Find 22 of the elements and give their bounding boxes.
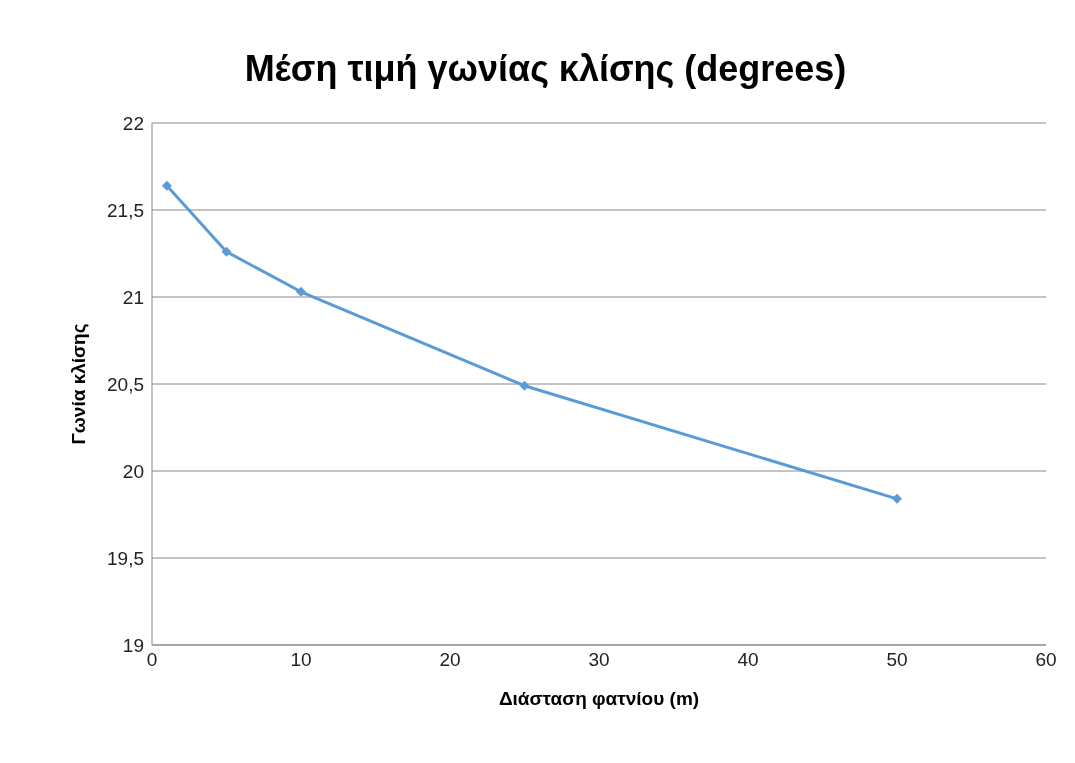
y-tick-label: 20,5 xyxy=(107,373,144,395)
x-tick-label: 60 xyxy=(1035,649,1057,671)
x-tick-label: 50 xyxy=(886,649,908,671)
y-tick-label: 22 xyxy=(122,112,144,134)
chart-title: Μέση τιμή γωνίας κλίσης (degrees) xyxy=(243,48,848,90)
x-tick-label: 10 xyxy=(290,649,312,671)
x-tick-label: 20 xyxy=(439,649,461,671)
x-axis-title: Διάσταση φατνίου (m) xyxy=(498,688,700,709)
point xyxy=(296,286,306,297)
y-tick-label: 19,5 xyxy=(107,547,144,569)
y-tick-label: 21 xyxy=(122,286,144,308)
x-tick-label: 40 xyxy=(737,649,759,671)
y-tick-label: 20 xyxy=(122,460,144,482)
point xyxy=(892,493,902,504)
x-tick-label: 0 xyxy=(146,649,158,671)
point xyxy=(221,246,232,257)
y-tick-label: 21,5 xyxy=(107,199,144,221)
y-tick-label: 19 xyxy=(122,634,144,656)
point xyxy=(161,180,172,191)
point xyxy=(519,380,530,391)
y-axis-title: Γωνία κλίσης xyxy=(67,323,89,445)
x-tick-label: 30 xyxy=(588,649,610,671)
